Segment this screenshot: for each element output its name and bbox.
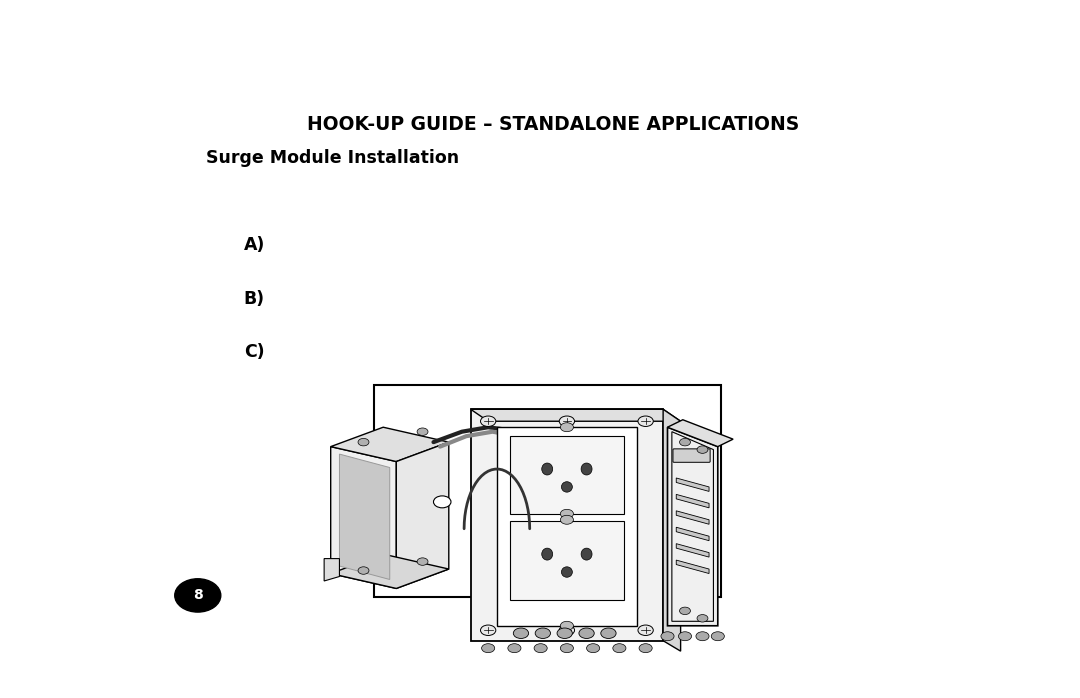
Polygon shape bbox=[339, 454, 390, 579]
Text: A): A) bbox=[244, 236, 266, 254]
Text: C): C) bbox=[244, 343, 265, 362]
Polygon shape bbox=[672, 431, 714, 621]
Circle shape bbox=[638, 416, 653, 426]
Circle shape bbox=[612, 644, 626, 653]
Polygon shape bbox=[471, 409, 680, 421]
Ellipse shape bbox=[562, 482, 572, 492]
Circle shape bbox=[678, 632, 691, 641]
Circle shape bbox=[679, 438, 690, 446]
Circle shape bbox=[696, 632, 710, 641]
FancyBboxPatch shape bbox=[673, 449, 711, 462]
Circle shape bbox=[579, 628, 594, 639]
FancyBboxPatch shape bbox=[374, 385, 721, 597]
Polygon shape bbox=[676, 478, 710, 491]
Ellipse shape bbox=[542, 463, 553, 475]
Circle shape bbox=[600, 628, 616, 639]
Circle shape bbox=[712, 632, 725, 641]
Polygon shape bbox=[676, 494, 710, 508]
Polygon shape bbox=[667, 419, 733, 447]
Circle shape bbox=[433, 496, 451, 508]
Text: Surge Module Installation: Surge Module Installation bbox=[206, 149, 459, 167]
Polygon shape bbox=[676, 511, 710, 524]
Text: B): B) bbox=[244, 290, 265, 308]
Circle shape bbox=[697, 446, 708, 453]
Polygon shape bbox=[330, 447, 396, 588]
Circle shape bbox=[557, 628, 572, 639]
Text: 8: 8 bbox=[193, 588, 203, 602]
Polygon shape bbox=[510, 436, 624, 514]
Polygon shape bbox=[676, 560, 710, 574]
Circle shape bbox=[535, 644, 548, 653]
Circle shape bbox=[508, 644, 521, 653]
Polygon shape bbox=[324, 558, 339, 581]
Polygon shape bbox=[330, 554, 449, 588]
Circle shape bbox=[586, 644, 599, 653]
Polygon shape bbox=[667, 427, 718, 626]
Ellipse shape bbox=[581, 548, 592, 560]
Circle shape bbox=[559, 625, 575, 635]
Polygon shape bbox=[471, 409, 663, 641]
Polygon shape bbox=[396, 442, 449, 588]
Ellipse shape bbox=[542, 548, 553, 560]
Circle shape bbox=[697, 614, 708, 622]
Circle shape bbox=[417, 558, 428, 565]
Circle shape bbox=[638, 625, 653, 635]
Circle shape bbox=[561, 515, 573, 524]
Circle shape bbox=[561, 520, 573, 529]
Circle shape bbox=[561, 510, 573, 519]
Circle shape bbox=[513, 628, 528, 639]
Circle shape bbox=[359, 567, 369, 574]
Circle shape bbox=[359, 438, 369, 446]
Circle shape bbox=[481, 625, 496, 635]
Circle shape bbox=[417, 428, 428, 436]
Ellipse shape bbox=[175, 579, 220, 612]
Polygon shape bbox=[497, 427, 637, 626]
Circle shape bbox=[536, 628, 551, 639]
Text: HOOK-UP GUIDE – STANDALONE APPLICATIONS: HOOK-UP GUIDE – STANDALONE APPLICATIONS bbox=[308, 114, 799, 133]
Circle shape bbox=[482, 644, 495, 653]
Ellipse shape bbox=[581, 463, 592, 475]
Polygon shape bbox=[663, 409, 680, 651]
Polygon shape bbox=[510, 521, 624, 600]
Circle shape bbox=[679, 607, 690, 614]
Circle shape bbox=[661, 632, 674, 641]
Ellipse shape bbox=[562, 567, 572, 577]
Circle shape bbox=[561, 423, 573, 431]
Polygon shape bbox=[676, 527, 710, 541]
Circle shape bbox=[559, 416, 575, 426]
Circle shape bbox=[561, 644, 573, 653]
Polygon shape bbox=[676, 544, 710, 557]
Circle shape bbox=[481, 416, 496, 426]
Circle shape bbox=[639, 644, 652, 653]
Circle shape bbox=[561, 621, 573, 630]
Polygon shape bbox=[330, 427, 449, 461]
